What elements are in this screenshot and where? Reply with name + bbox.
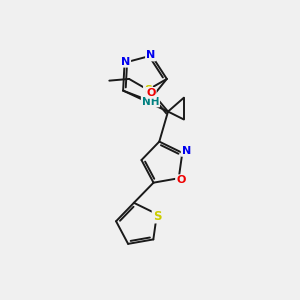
Text: S: S [145, 97, 153, 106]
Text: N: N [121, 57, 130, 67]
Text: NH: NH [142, 97, 159, 106]
Text: N: N [182, 146, 191, 156]
Text: S: S [144, 85, 152, 95]
Text: O: O [146, 88, 156, 98]
Text: N: N [146, 50, 155, 61]
Text: S: S [153, 209, 161, 223]
Text: O: O [176, 175, 185, 185]
